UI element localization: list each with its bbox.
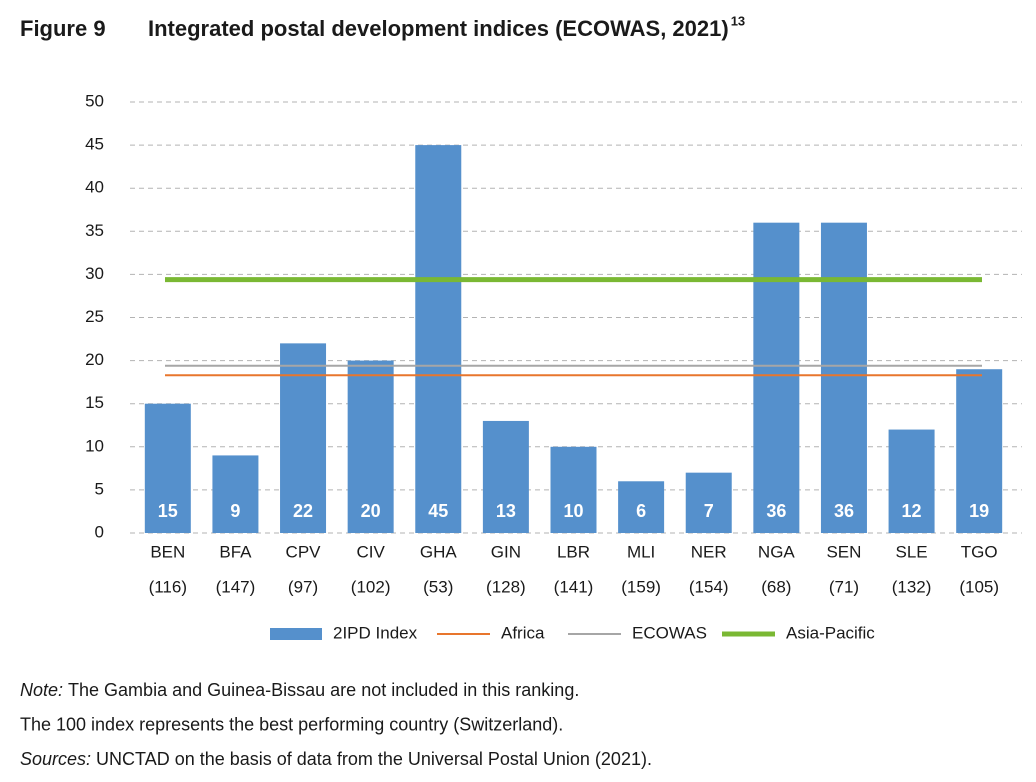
y-tick-label: 10 <box>85 436 104 455</box>
x-tick-label: TGO <box>961 542 998 561</box>
value-label: 7 <box>704 501 714 521</box>
note-text: UNCTAD on the basis of data from the Uni… <box>96 749 652 769</box>
bar <box>482 420 529 533</box>
x-tick-label: (141) <box>554 577 594 596</box>
value-label: 45 <box>428 501 448 521</box>
value-label: 9 <box>230 501 240 521</box>
x-tick-label: (159) <box>621 577 661 596</box>
legend-label: ECOWAS <box>632 623 707 642</box>
legend-label: Africa <box>501 623 545 642</box>
x-tick-label: (68) <box>761 577 791 596</box>
note: Sources: UNCTAD on the basis of data from… <box>20 749 652 769</box>
x-tick-label: GHA <box>420 542 458 561</box>
y-tick-label: 35 <box>85 221 104 240</box>
note: Note: The Gambia and Guinea-Bissau are no… <box>20 680 579 700</box>
value-label: 20 <box>361 501 381 521</box>
x-tick-label: (71) <box>829 577 859 596</box>
bar <box>753 222 800 533</box>
y-tick-label: 45 <box>85 135 104 154</box>
x-tick-label: (132) <box>892 577 932 596</box>
x-tick-label: (102) <box>351 577 391 596</box>
bar <box>888 429 935 533</box>
value-label: 36 <box>766 501 786 521</box>
x-tick-label: (97) <box>288 577 318 596</box>
value-label: 22 <box>293 501 313 521</box>
chart-title: Integrated postal development indices (E… <box>148 16 729 41</box>
x-tick-label: (105) <box>959 577 999 596</box>
note-text: The 100 index represents the best perfor… <box>20 714 563 734</box>
x-tick-label: (116) <box>149 577 187 596</box>
y-tick-label: 20 <box>85 350 104 369</box>
bar <box>212 455 259 533</box>
value-label: 6 <box>636 501 646 521</box>
x-tick-label: GIN <box>491 542 521 561</box>
bar <box>347 360 394 533</box>
legend-swatch <box>270 628 322 640</box>
x-tick-label: CIV <box>356 542 385 561</box>
figure-label: Figure 9 <box>20 16 106 41</box>
x-tick-label: SLE <box>896 542 928 561</box>
value-label: 15 <box>158 501 178 521</box>
x-tick-label: (147) <box>216 577 256 596</box>
bar <box>144 403 191 533</box>
y-tick-label: 15 <box>85 393 104 412</box>
bar <box>956 369 1003 533</box>
x-tick-label: BFA <box>219 542 252 561</box>
value-label: 19 <box>969 501 989 521</box>
y-tick-label: 30 <box>85 264 104 283</box>
x-tick-label: NGA <box>758 542 796 561</box>
bar <box>550 446 597 533</box>
bar <box>618 481 665 533</box>
bar <box>685 472 732 533</box>
y-tick-label: 25 <box>85 307 104 326</box>
bar <box>820 222 867 533</box>
value-label: 36 <box>834 501 854 521</box>
legend-label: Asia-Pacific <box>786 623 875 642</box>
note-text: The Gambia and Guinea-Bissau are not inc… <box>68 680 579 700</box>
y-tick-label: 5 <box>95 479 104 498</box>
value-label: 12 <box>902 501 922 521</box>
x-tick-label: CPV <box>286 542 322 561</box>
note-label: Sources: <box>20 749 91 769</box>
legend-label: 2IPD Index <box>333 623 418 642</box>
x-tick-label: (53) <box>423 577 453 596</box>
x-tick-label: (128) <box>486 577 526 596</box>
x-tick-label: SEN <box>826 542 861 561</box>
y-tick-label: 0 <box>95 522 104 541</box>
x-tick-label: BEN <box>150 542 185 561</box>
value-label: 10 <box>563 501 583 521</box>
note: The 100 index represents the best perfor… <box>20 714 563 734</box>
x-tick-label: (154) <box>689 577 729 596</box>
x-tick-label: MLI <box>627 542 655 561</box>
title-superscript: 13 <box>731 13 745 28</box>
y-tick-label: 40 <box>85 178 104 197</box>
x-tick-label: LBR <box>557 542 590 561</box>
bar <box>415 145 462 533</box>
y-tick-label: 50 <box>85 91 104 110</box>
x-tick-label: NER <box>691 542 727 561</box>
note-label: Note: <box>20 680 63 700</box>
value-label: 13 <box>496 501 516 521</box>
